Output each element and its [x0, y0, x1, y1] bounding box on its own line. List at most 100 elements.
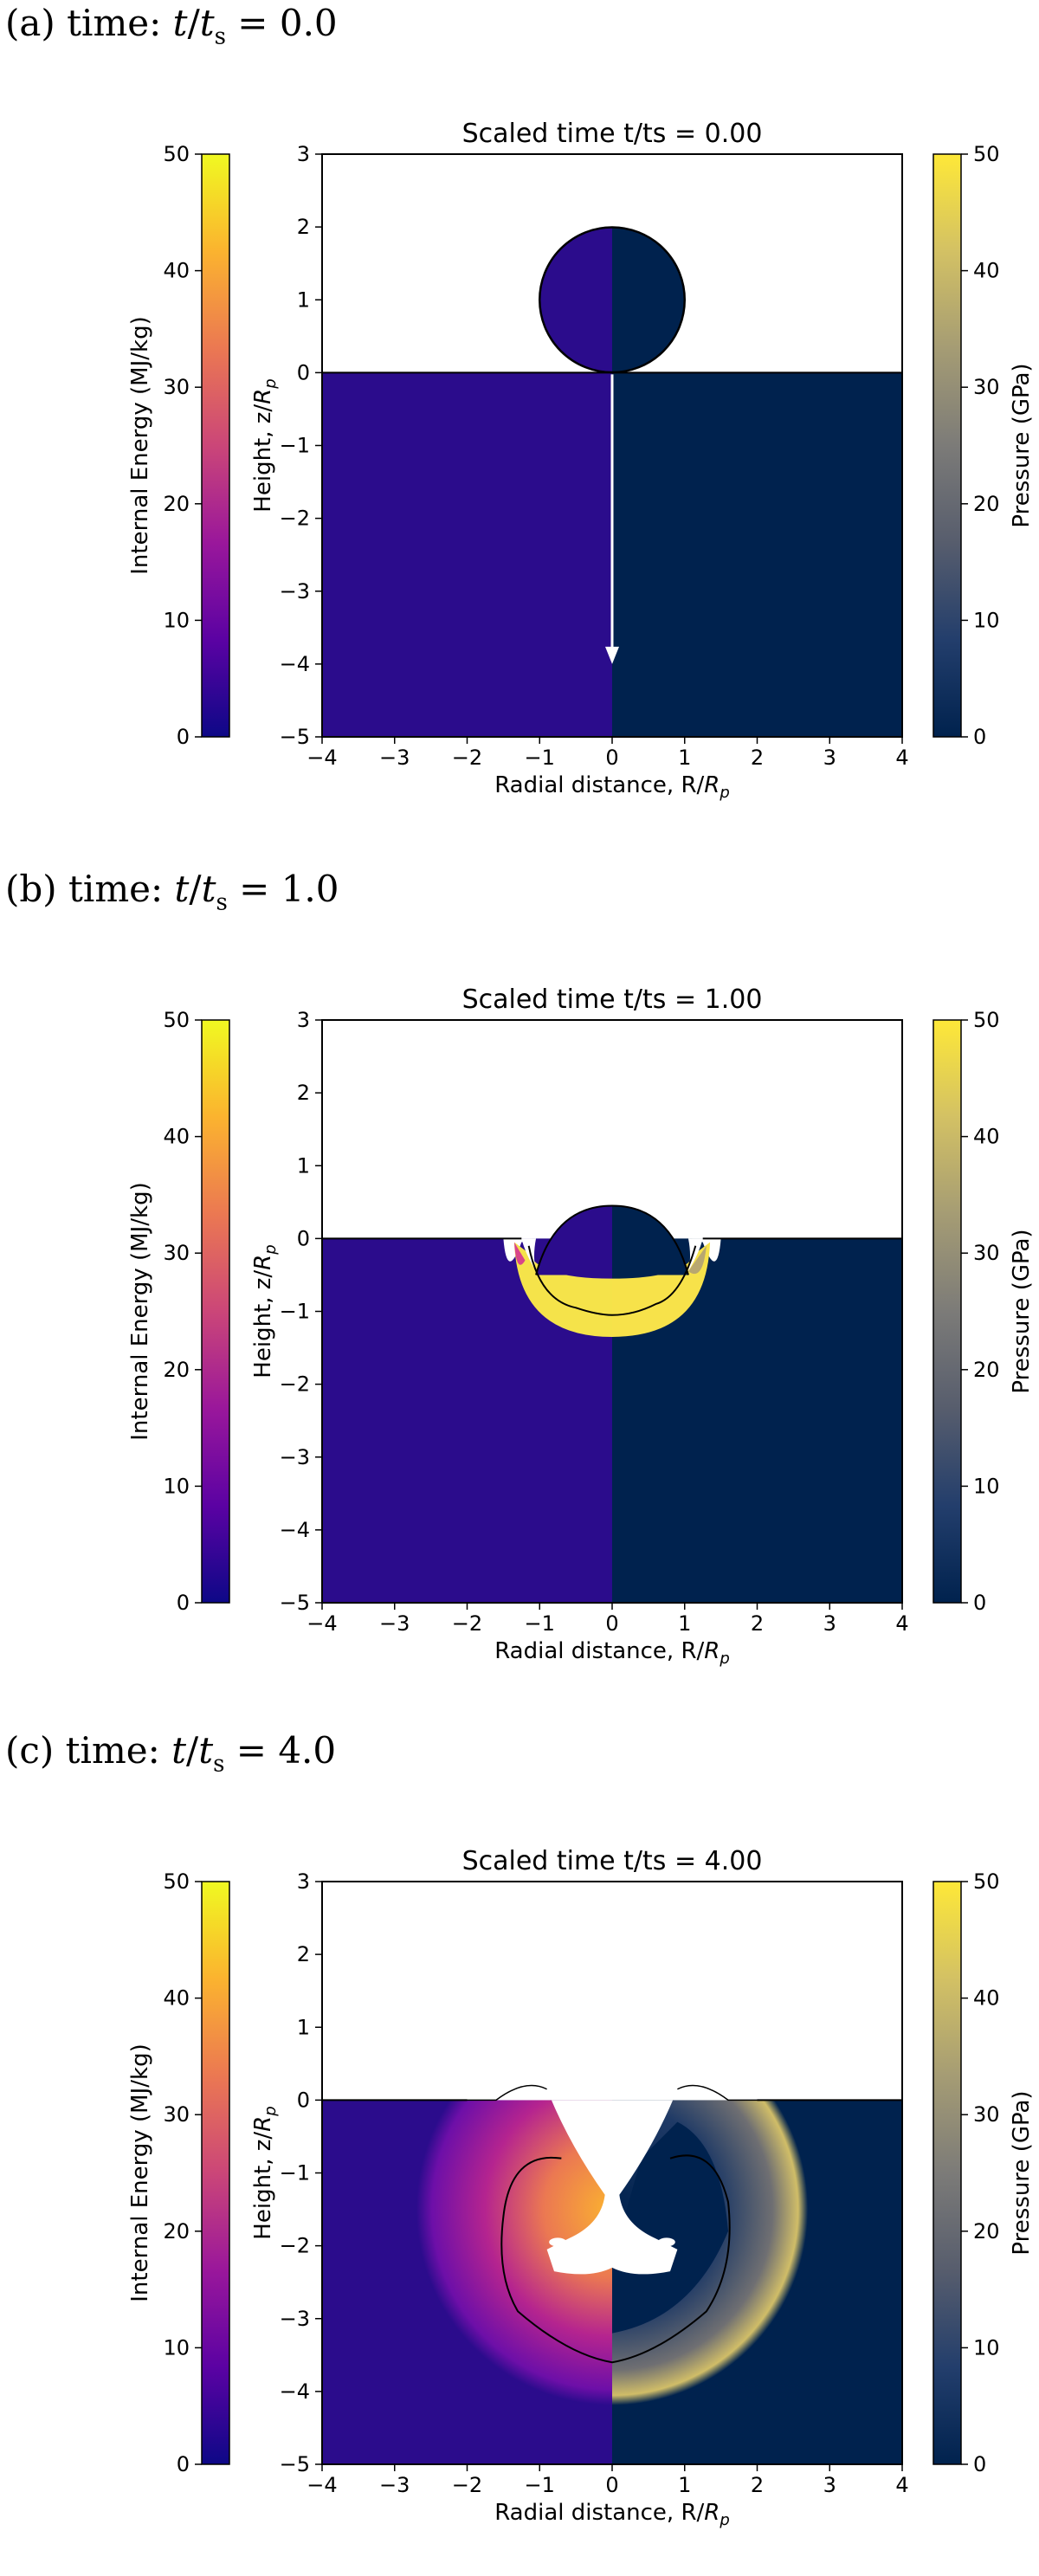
- y-tick-label: −5: [280, 1591, 310, 1615]
- colorbar-tick-label: 30: [973, 2102, 1000, 2127]
- right-colorbar: 50 40 30 20 10 0 Pressure (GPa): [933, 1869, 1035, 2476]
- left-colorbar-bar: [201, 153, 230, 738]
- left-colorbar: 50 40 30 20 10 0 Internal Energy (MJ/kg): [127, 1869, 230, 2476]
- x-tick-label: 4: [895, 746, 908, 770]
- y-tick-label: 0: [297, 1226, 310, 1250]
- colorbar-tick-label: 10: [973, 2335, 1000, 2360]
- y-tick-label: 3: [297, 1008, 310, 1032]
- left-colorbar-bar: [201, 1019, 230, 1604]
- colorbar-tick-label: 20: [973, 492, 1000, 516]
- field: [322, 1204, 902, 1603]
- y-tick-label: 3: [297, 142, 310, 166]
- y-tick-label: −4: [280, 2379, 310, 2404]
- material-boundary: [527, 1245, 697, 1316]
- y-axis-label: Height, z/Rp: [250, 2106, 280, 2239]
- y-tick-label: 0: [297, 2088, 310, 2112]
- y-tick-label: −4: [280, 1518, 310, 1542]
- colorbar-label: Internal Energy (MJ/kg): [127, 1182, 153, 1440]
- x-tick-label: −4: [307, 746, 337, 770]
- shocked-edge-right: [687, 1245, 707, 1275]
- panel-c: (c) time: t/ts = 4.0 50 40 30 20 10 0 Internal…: [0, 1727, 1039, 2576]
- crater-cavity: [496, 2085, 728, 2275]
- x-tick-label: 2: [751, 746, 764, 770]
- panel-caption: (b) time: t/ts = 1.0: [5, 868, 339, 916]
- x-tick-label: 1: [678, 1611, 691, 1636]
- chart-title: Scaled time t/ts = 4.00: [462, 1846, 763, 1876]
- x-tick-label: −4: [307, 2473, 337, 2497]
- x-tick-label: −2: [452, 746, 482, 770]
- colorbar-tick-label: 10: [163, 2335, 190, 2360]
- y-tick-label: −2: [280, 2234, 310, 2258]
- x-tick-label: −2: [452, 2473, 482, 2497]
- velocity-arrowhead: [605, 646, 619, 664]
- x-tick-label: −1: [525, 1611, 555, 1636]
- right-colorbar-bar: [933, 153, 962, 738]
- colorbar-tick-label: 40: [163, 1125, 190, 1149]
- material-boundary: [500, 2154, 731, 2364]
- colorbar-tick-label: 50: [163, 1008, 190, 1032]
- shocked-edge-left: [513, 1242, 526, 1265]
- axes: Scaled time t/ts = 4.00 −4 −3 −2 −1 0 1 2 3 4 3 2 1 0…: [250, 1846, 909, 2529]
- y-tick-label: −2: [280, 1372, 310, 1397]
- x-tick-label: 4: [895, 1611, 908, 1636]
- x-tick-label: 4: [895, 2473, 908, 2497]
- field: [322, 226, 902, 737]
- colorbar-tick-label: 30: [163, 2102, 190, 2127]
- axes: Scaled time t/ts = 0.00 −4 −3 −2 −1 0 1 2 3 4 3 2 1 0…: [250, 119, 909, 802]
- colorbar-tick-label: 10: [973, 608, 1000, 632]
- y-tick-label: −3: [280, 2307, 310, 2331]
- cavity-pocket: [549, 2237, 567, 2247]
- chart-title: Scaled time t/ts = 1.00: [462, 985, 763, 1015]
- colorbar-tick-label: 10: [163, 1474, 190, 1498]
- panel-b: (b) time: t/ts = 1.0 50 40 30 20 10 0 Internal…: [0, 866, 1039, 1714]
- y-axis-label: Height, z/Rp: [250, 378, 280, 512]
- colorbar-tick-label: 50: [163, 1869, 190, 1894]
- y-tick-label: 2: [297, 1942, 310, 1966]
- colorbar-tick-label: 0: [973, 725, 986, 749]
- colorbar-tick-label: 20: [973, 1358, 1000, 1382]
- x-tick-label: 1: [678, 2473, 691, 2497]
- left-colorbar: 50 40 30 20 10 0 Internal Energy (MJ/kg): [127, 142, 230, 749]
- x-tick-label: −1: [525, 2473, 555, 2497]
- x-tick-label: 1: [678, 746, 691, 770]
- colorbar-tick-label: 0: [177, 725, 190, 749]
- colorbar-tick-label: 0: [177, 1591, 190, 1615]
- y-tick-label: 1: [297, 287, 310, 312]
- x-tick-label: 2: [751, 1611, 764, 1636]
- chart-title: Scaled time t/ts = 0.00: [462, 119, 763, 149]
- y-tick-label: 0: [297, 360, 310, 384]
- colorbar-tick-label: 20: [973, 2219, 1000, 2244]
- y-tick-label: 1: [297, 1153, 310, 1178]
- x-tick-label: −3: [379, 746, 410, 770]
- colorbar-tick-label: 40: [973, 1986, 1000, 2011]
- colorbar-tick-label: 20: [163, 2219, 190, 2244]
- y-axis-label: Height, z/Rp: [250, 1244, 280, 1378]
- colorbar-tick-label: 20: [163, 492, 190, 516]
- panel-caption: (a) time: t/ts = 0.0: [5, 2, 338, 50]
- field: [322, 2084, 902, 2464]
- colorbar-label: Pressure (GPa): [1009, 2090, 1035, 2255]
- colorbar-label: Internal Energy (MJ/kg): [127, 2043, 153, 2302]
- x-tick-label: −4: [307, 1611, 337, 1636]
- right-colorbar-bar: [933, 1019, 962, 1604]
- colorbar-tick-label: 40: [163, 259, 190, 283]
- y-tick-label: −5: [280, 2452, 310, 2476]
- colorbar-tick-label: 20: [163, 1358, 190, 1382]
- colorbar-tick-label: 50: [973, 1869, 1000, 1894]
- colorbar-label: Internal Energy (MJ/kg): [127, 316, 153, 574]
- y-tick-label: −3: [280, 1445, 310, 1469]
- colorbar-tick-label: 30: [163, 1241, 190, 1265]
- right-colorbar-bar: [933, 1881, 962, 2465]
- panel-caption: (c) time: t/ts = 4.0: [5, 1729, 337, 1778]
- colorbar-tick-label: 50: [973, 1008, 1000, 1032]
- projectile-outline: [539, 226, 686, 374]
- x-tick-label: 3: [823, 2473, 836, 2497]
- x-tick-label: −3: [379, 2473, 410, 2497]
- y-tick-label: −3: [280, 579, 310, 604]
- x-tick-label: 0: [605, 1611, 618, 1636]
- y-tick-label: −1: [280, 2161, 310, 2185]
- colorbar-tick-label: 0: [177, 2452, 190, 2476]
- colorbar-tick-label: 40: [163, 1986, 190, 2011]
- right-colorbar: 50 40 30 20 10 0 Pressure (GPa): [933, 142, 1035, 749]
